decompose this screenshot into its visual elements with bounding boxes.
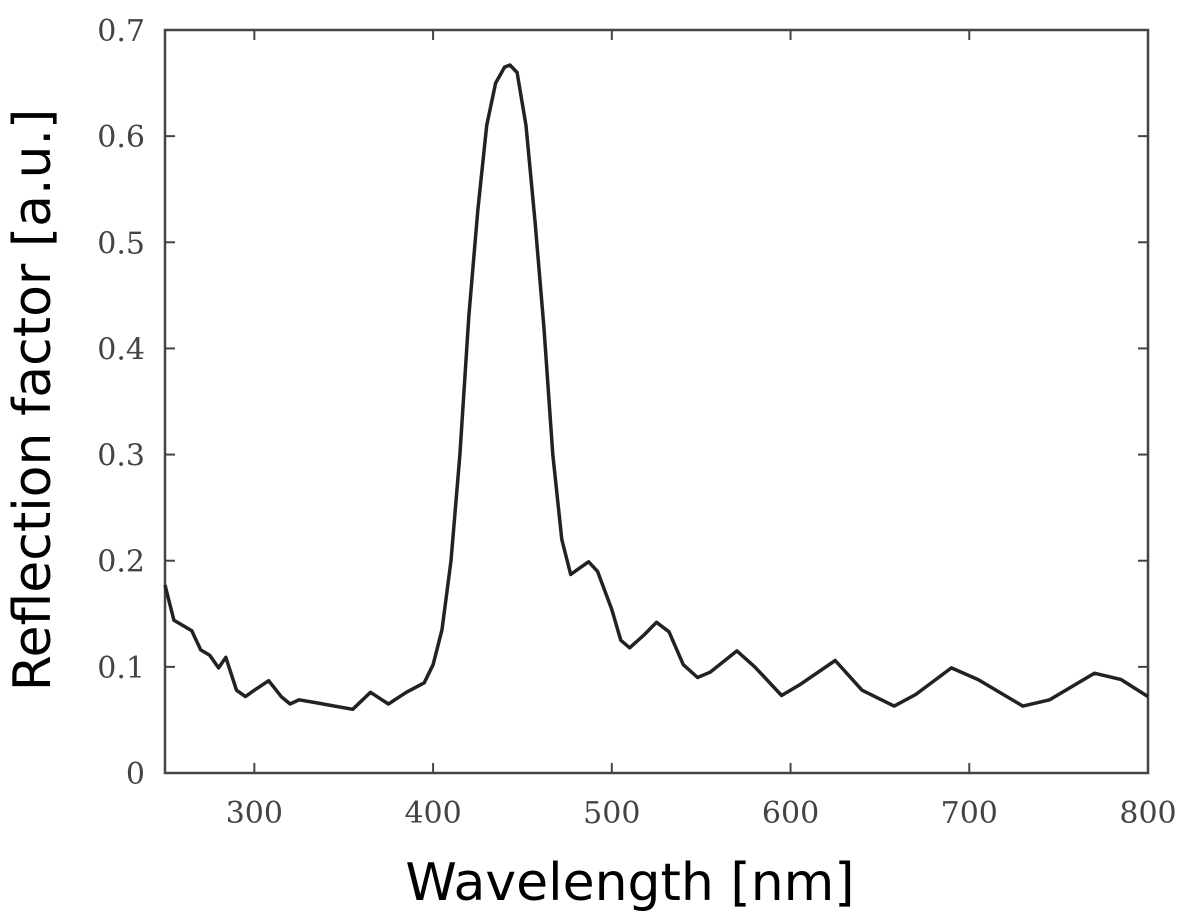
x-axis-label: Wavelength [nm]	[405, 853, 854, 913]
plot-frame	[163, 28, 1150, 775]
series-line	[163, 63, 1149, 712]
y-tick-label: 0.5	[97, 226, 145, 261]
x-tick-label: 300	[226, 796, 283, 831]
y-tick-label: 0.4	[97, 332, 145, 367]
x-tick-label: 600	[762, 796, 819, 831]
y-tick-label: 0.2	[97, 545, 145, 580]
y-tick-label: 0.3	[97, 439, 145, 474]
y-tick-label: 0	[126, 757, 145, 792]
x-tick-label: 800	[1119, 796, 1176, 831]
x-tick-label: 500	[583, 796, 640, 831]
x-tick-label: 400	[404, 796, 461, 831]
y-tick-label: 0.1	[97, 651, 145, 686]
x-tick-label: 700	[941, 796, 998, 831]
y-tick-label: 0.6	[97, 120, 145, 155]
y-axis-label: Reflection factor [a.u.]	[3, 109, 63, 692]
y-tick-label: 0.7	[97, 14, 145, 49]
